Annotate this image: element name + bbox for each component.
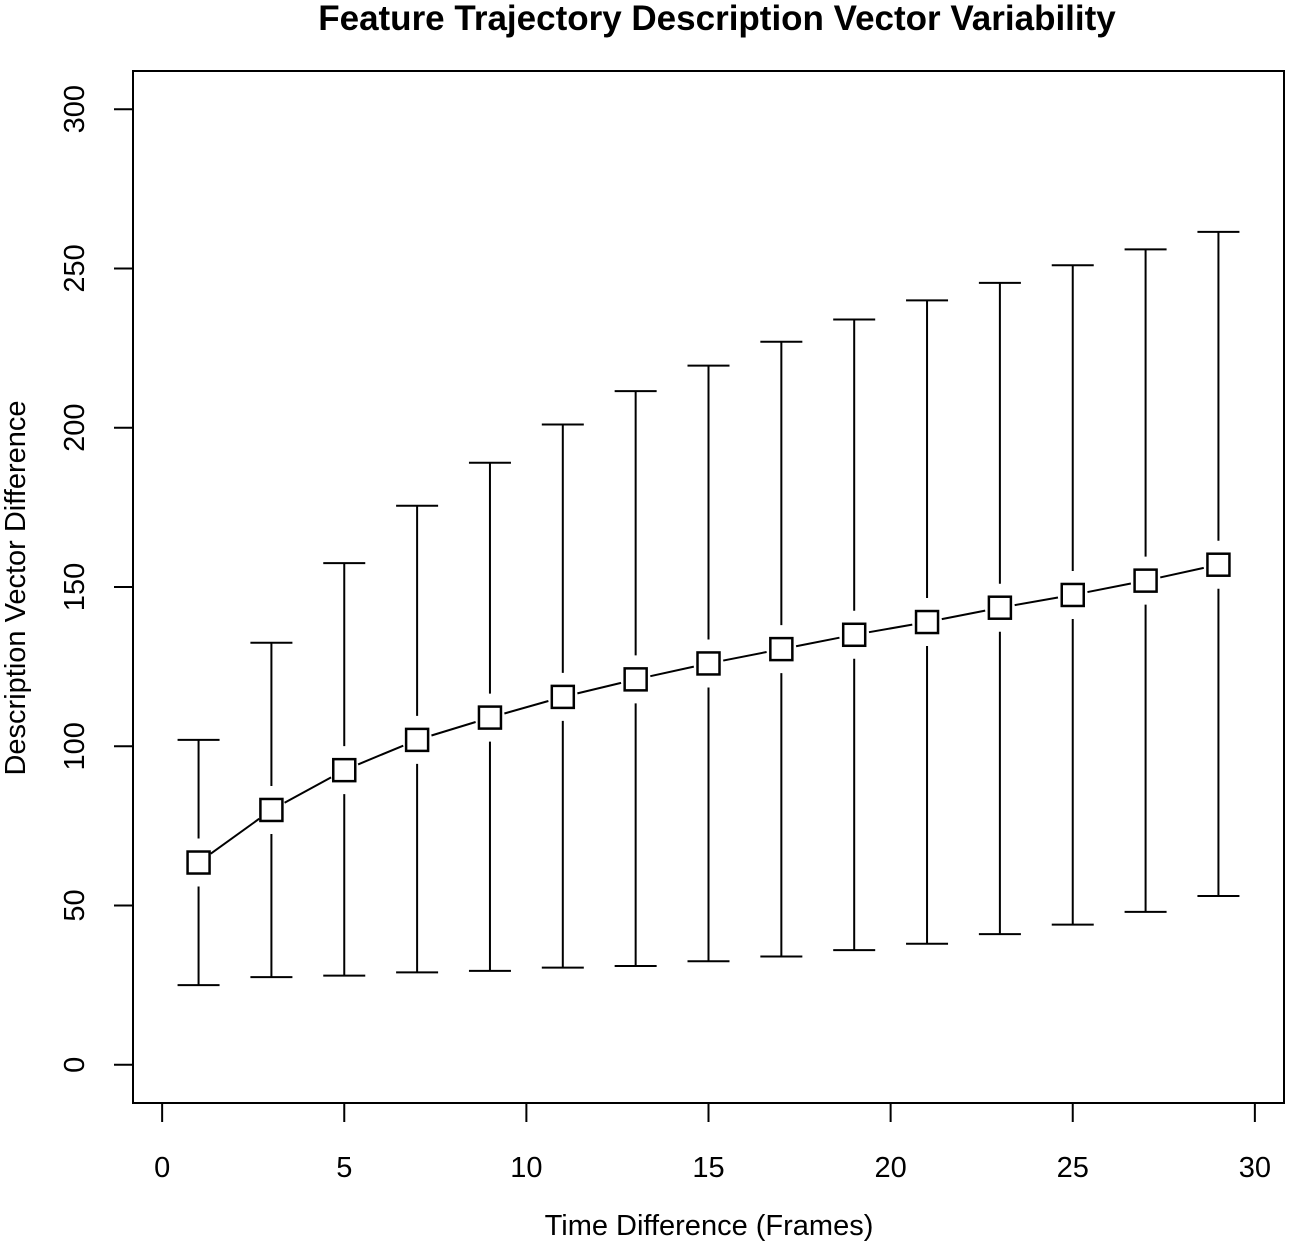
series-line-segment (577, 681, 622, 695)
data-point (332, 757, 357, 783)
x-tick-label: 10 (510, 1152, 542, 1184)
data-point (259, 797, 284, 823)
data-point (186, 850, 211, 875)
series-line-segment (795, 636, 840, 648)
y-tick-label: 200 (59, 404, 91, 452)
markers (186, 552, 1231, 875)
y-tick-label: 250 (59, 244, 91, 292)
series-line-segment (1014, 596, 1059, 607)
error-bars (177, 230, 1240, 987)
y-axis-label: Description Vector Difference (0, 400, 32, 775)
data-point (623, 667, 648, 692)
series-line-segment (1087, 582, 1132, 594)
data-point (914, 609, 940, 635)
x-tick-label: 20 (874, 1152, 906, 1184)
data-point (404, 727, 430, 753)
x-tick-label: 15 (692, 1152, 724, 1184)
data-point (841, 622, 867, 648)
series-line-segment (868, 623, 913, 634)
y-tick-label: 50 (59, 889, 91, 921)
series-line-segment (650, 665, 695, 678)
series-line-segment (1160, 566, 1204, 579)
series-line-segment (723, 651, 767, 662)
x-axis: 0 5 10 15 20 25 30 (154, 1102, 1271, 1184)
series-line-segment (210, 817, 260, 855)
y-tick-label: 0 (59, 1057, 91, 1073)
series-line-segment (504, 700, 549, 715)
data-point (477, 705, 503, 730)
y-tick-label: 150 (59, 563, 91, 611)
series-line-segment (284, 776, 332, 804)
data-point (1133, 568, 1158, 593)
chart-title: Feature Trajectory Description Vector Va… (318, 0, 1116, 38)
y-tick-label: 100 (59, 722, 91, 770)
data-point (1060, 582, 1085, 608)
data-point (987, 595, 1013, 620)
data-point (1206, 552, 1231, 577)
x-tick-label: 5 (336, 1152, 352, 1184)
series-line-segment (357, 744, 404, 766)
series-line-group (210, 566, 1204, 855)
data-point (550, 684, 576, 710)
series-line-segment (431, 721, 476, 737)
x-tick-label: 30 (1239, 1152, 1271, 1184)
x-tick-label: 25 (1057, 1152, 1089, 1184)
data-point (696, 651, 721, 676)
y-axis: 0 50 100 150 200 250 300 (59, 85, 134, 1073)
x-axis-label: Time Difference (Frames) (545, 1210, 874, 1242)
data-point (769, 636, 794, 662)
y-tick-label: 300 (59, 85, 91, 133)
series-line-segment (941, 609, 986, 621)
x-tick-label: 0 (154, 1152, 170, 1184)
